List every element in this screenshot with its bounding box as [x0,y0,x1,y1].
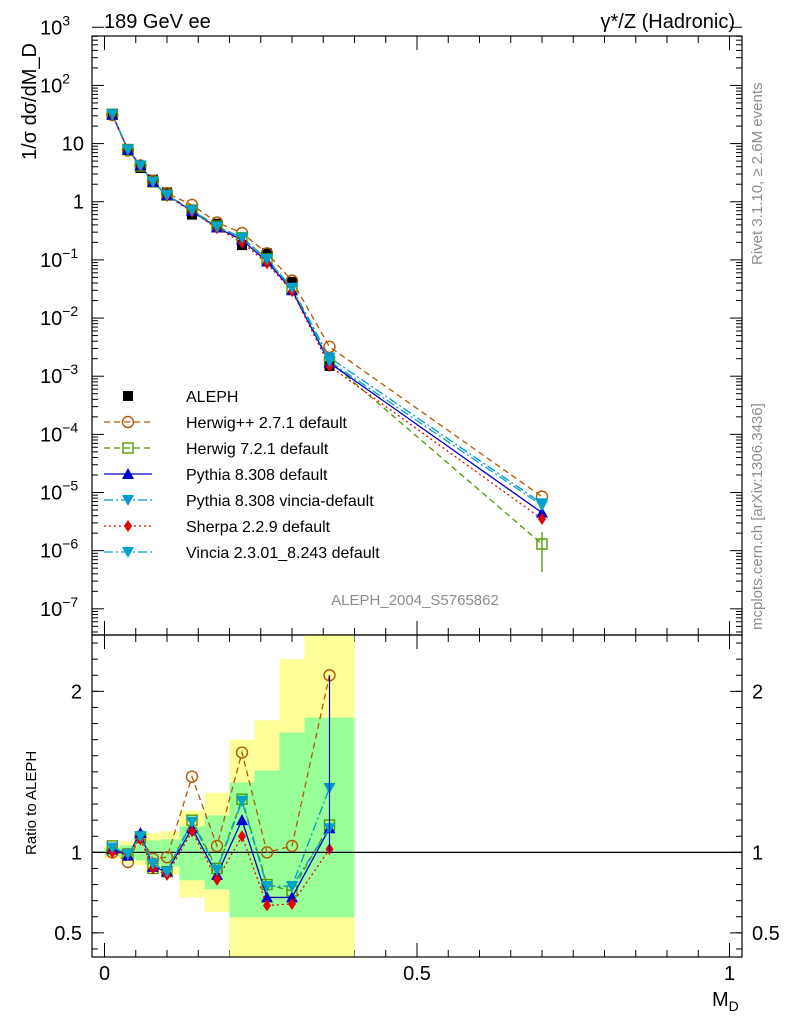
marker-triangle-down [146,858,159,870]
y-label-main: 1/σ dσ/dM_D [19,43,41,160]
marker-triangle-down [161,190,173,202]
marker-triangle-down [323,356,336,368]
marker-triangle-down [261,254,273,266]
y-tick-label: 10−7 [40,594,78,621]
marker-diamond [538,513,546,526]
marker-square [122,442,134,454]
legend-label: Herwig++ 2.7.1 default [186,415,348,432]
y-tick-label: 10−5 [40,478,78,505]
marker-triangle-down [134,831,147,843]
marker-diamond [188,825,196,838]
ratio-plot-panel: 0.5 0.5 1 1 2 2 0 0.5 1 [54,634,780,985]
marker-triangle-down [236,795,248,807]
y-tick-label: 10−4 [40,419,78,446]
ratio-series-line [111,675,331,863]
ratio-tick-label-left: 2 [71,681,82,703]
y-tick-label: 1 [73,192,84,214]
legend-label: Pythia 8.308 default [186,467,328,484]
marker-circle [323,340,336,354]
marker-triangle-up [236,814,248,826]
marker-triangle-down [286,881,298,893]
y-tick-label: 10−6 [40,536,78,563]
marker-triangle-down [122,547,134,558]
mcplots-label: mcplots.cern.ch [arXiv:1306.3436] [749,403,766,630]
marker-triangle-down [134,160,147,172]
marker-triangle-down [211,865,223,877]
marker-triangle-down [106,109,119,121]
legend-label: Sherpa 2.2.9 default [186,519,331,536]
x-tick-label: 1 [724,963,735,985]
marker-triangle-down [236,232,248,244]
marker-circle [285,839,299,853]
y-axis-label-top: 1/σ dσ/dM_D [19,43,41,160]
header-right: γ*/Z (Hadronic) [601,11,735,33]
y-tick-label: 10 [62,134,84,156]
marker-triangle-down [121,144,134,156]
marker-triangle-up [122,468,134,479]
marker-triangle-up [536,506,548,518]
marker-triangle-down [286,282,298,294]
bottom-frame [91,634,743,958]
marker-triangle-up [261,891,273,903]
marker-diamond [124,520,132,532]
y-tick-label: 10−3 [40,361,78,388]
analysis-label: ALEPH_2004_S5765862 [331,592,499,609]
marker-circle [260,846,274,859]
legend-label: ALEPH [186,389,238,406]
marker-square-filled [123,391,133,401]
marker-triangle-down [122,495,134,506]
legend-label: Vincia 2.3.01_8.243 default [186,545,380,562]
ratio-tick-label-left: 0.5 [54,923,82,945]
marker-triangle-down [186,205,198,217]
marker-diamond [263,899,271,912]
marker-circle [160,850,174,864]
marker-triangle-down [211,221,223,233]
marker-triangle-down [261,881,273,893]
x-tick-label: 0.5 [403,963,431,985]
marker-diamond [288,897,296,910]
marker-triangle-down [536,500,548,512]
marker-triangle-down [106,842,119,854]
marker-circle [235,746,249,759]
marker-triangle-down [146,176,159,188]
y-tick-label: 103 [40,12,70,39]
y-tick-label: 10−2 [40,303,78,330]
y-tick-label: 102 [40,70,70,97]
ratio-tick-label-right: 2 [752,681,763,703]
header-left: 189 GeV ee [104,11,211,33]
legend-label: Herwig 7.2.1 default [186,441,329,458]
series-line [111,114,543,498]
rivet-label: Rivet 3.1.10, ≥ 2.6M events [749,83,766,266]
marker-circle [210,839,224,853]
marker-triangle-down [186,816,198,828]
x-axis-label: MD [712,989,739,1014]
ratio-tick-label-right: 0.5 [752,923,780,945]
x-tick-label: 0 [99,963,110,985]
legend-label: Pythia 8.308 vincia-default [186,493,374,510]
legend: ALEPH Herwig++ 2.7.1 default Herwig 7.2.1 … [104,389,380,562]
marker-triangle-down [161,866,173,878]
marker-diamond [213,873,221,886]
y-tick-label: 10−1 [40,245,78,272]
marker-triangle-down [121,848,134,860]
y-axis-label-bottom: Ratio to ALEPH [23,751,40,855]
marker-diamond [238,830,246,843]
ratio-tick-label-left: 1 [71,842,82,864]
marker-circle [185,770,199,783]
marker-circle [121,415,135,429]
marker-square-filled [287,276,297,287]
ratio-tick-label-right: 1 [752,842,763,864]
